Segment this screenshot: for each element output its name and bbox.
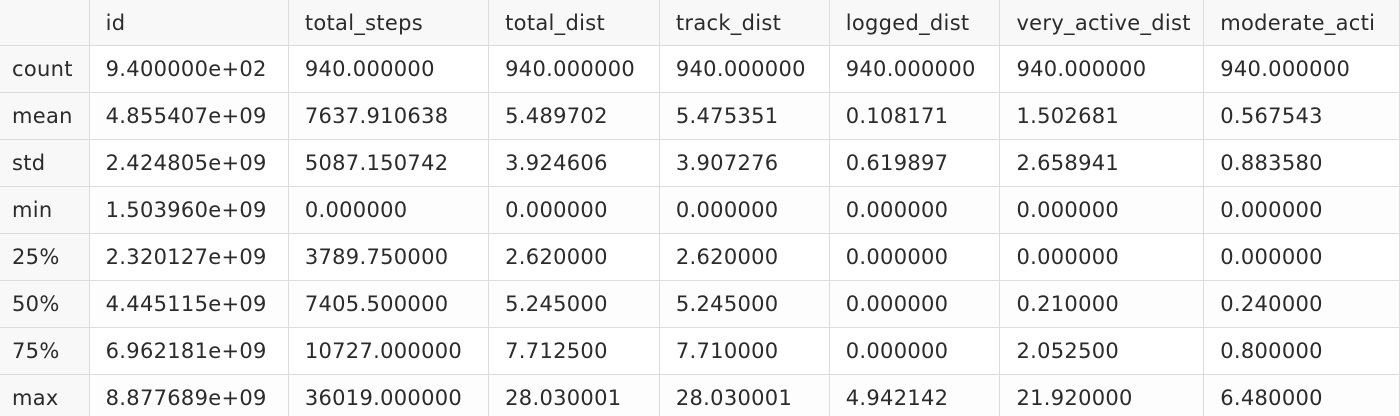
table-cell: 2.620000 <box>488 233 660 281</box>
table-cell: 0.000000 <box>829 186 1001 234</box>
column-header-track-dist: track_dist <box>659 0 830 46</box>
column-header-total-dist: total_dist <box>488 0 660 46</box>
table-cell: 940.000000 <box>1203 45 1400 93</box>
table-cell: 1.503960e+09 <box>89 186 289 234</box>
table-cell: 2.052500 <box>999 327 1205 375</box>
table-cell: 21.920000 <box>999 374 1205 416</box>
table-cell: 3789.750000 <box>288 233 490 281</box>
table-row: 25% 2.320127e+09 3789.750000 2.620000 2.… <box>0 233 1400 281</box>
table-cell: 5.489702 <box>488 92 660 140</box>
table-row: mean 4.855407e+09 7637.910638 5.489702 5… <box>0 92 1400 140</box>
table-cell: 0.240000 <box>1203 280 1400 328</box>
table-cell: 28.030001 <box>488 374 660 416</box>
column-header-id: id <box>89 0 289 46</box>
table-cell: 0.000000 <box>999 186 1205 234</box>
table-cell: 0.000000 <box>829 327 1001 375</box>
table-cell: 7405.500000 <box>288 280 490 328</box>
table-cell: 0.000000 <box>829 233 1001 281</box>
table-cell: 4.942142 <box>829 374 1001 416</box>
table-cell: 0.000000 <box>488 186 660 234</box>
table-cell: 6.480000 <box>1203 374 1400 416</box>
table-row: max 8.877689e+09 36019.000000 28.030001 … <box>0 374 1400 416</box>
table-row: std 2.424805e+09 5087.150742 3.924606 3.… <box>0 139 1400 187</box>
table-cell: 0.000000 <box>659 186 830 234</box>
table-cell: 5.475351 <box>659 92 830 140</box>
row-label: max <box>0 374 90 416</box>
table-cell: 0.000000 <box>829 280 1001 328</box>
table-row: 50% 4.445115e+09 7405.500000 5.245000 5.… <box>0 280 1400 328</box>
table-cell: 1.502681 <box>999 92 1205 140</box>
table-row: count 9.400000e+02 940.000000 940.000000… <box>0 45 1400 93</box>
table-cell: 3.907276 <box>659 139 830 187</box>
table-cell: 5.245000 <box>488 280 660 328</box>
table-cell: 0.000000 <box>1203 186 1400 234</box>
table-cell: 0.210000 <box>999 280 1205 328</box>
table-cell: 2.320127e+09 <box>89 233 289 281</box>
table-cell: 0.000000 <box>999 233 1205 281</box>
table-cell: 940.000000 <box>999 45 1205 93</box>
row-label: count <box>0 45 90 93</box>
column-header-total-steps: total_steps <box>288 0 490 46</box>
table-cell: 7.712500 <box>488 327 660 375</box>
table-cell: 7637.910638 <box>288 92 490 140</box>
table-cell: 10727.000000 <box>288 327 490 375</box>
table-body: count 9.400000e+02 940.000000 940.000000… <box>0 45 1400 416</box>
table-cell: 5.245000 <box>659 280 830 328</box>
table-header: id total_steps total_dist track_dist log… <box>0 0 1400 46</box>
table-cell: 940.000000 <box>659 45 830 93</box>
column-header-logged-dist: logged_dist <box>829 0 1001 46</box>
table-cell: 2.424805e+09 <box>89 139 289 187</box>
table-cell: 6.962181e+09 <box>89 327 289 375</box>
row-label: mean <box>0 92 90 140</box>
row-label: min <box>0 186 90 234</box>
table-row: 75% 6.962181e+09 10727.000000 7.712500 7… <box>0 327 1400 375</box>
table-cell: 940.000000 <box>488 45 660 93</box>
column-header-very-active-dist: very_active_dist <box>999 0 1205 46</box>
table-cell: 0.567543 <box>1203 92 1400 140</box>
table-cell: 5087.150742 <box>288 139 490 187</box>
column-header-moderate-active: moderate_acti <box>1203 0 1400 46</box>
table-cell: 940.000000 <box>288 45 490 93</box>
table-cell: 36019.000000 <box>288 374 490 416</box>
row-label: 75% <box>0 327 90 375</box>
table-cell: 0.800000 <box>1203 327 1400 375</box>
table-cell: 0.000000 <box>288 186 490 234</box>
table-cell: 8.877689e+09 <box>89 374 289 416</box>
table-cell: 0.619897 <box>829 139 1001 187</box>
table-cell: 4.445115e+09 <box>89 280 289 328</box>
table-cell: 2.620000 <box>659 233 830 281</box>
table-cell: 0.108171 <box>829 92 1001 140</box>
row-label: std <box>0 139 90 187</box>
table-cell: 28.030001 <box>659 374 830 416</box>
table-cell: 2.658941 <box>999 139 1205 187</box>
table-cell: 4.855407e+09 <box>89 92 289 140</box>
table-cell: 3.924606 <box>488 139 660 187</box>
row-label: 25% <box>0 233 90 281</box>
table-cell: 940.000000 <box>829 45 1001 93</box>
table-cell: 0.883580 <box>1203 139 1400 187</box>
header-row: id total_steps total_dist track_dist log… <box>0 0 1400 46</box>
table-row: min 1.503960e+09 0.000000 0.000000 0.000… <box>0 186 1400 234</box>
row-label: 50% <box>0 280 90 328</box>
index-header <box>0 0 90 46</box>
table-cell: 9.400000e+02 <box>89 45 289 93</box>
table-cell: 7.710000 <box>659 327 830 375</box>
table-cell: 0.000000 <box>1203 233 1400 281</box>
